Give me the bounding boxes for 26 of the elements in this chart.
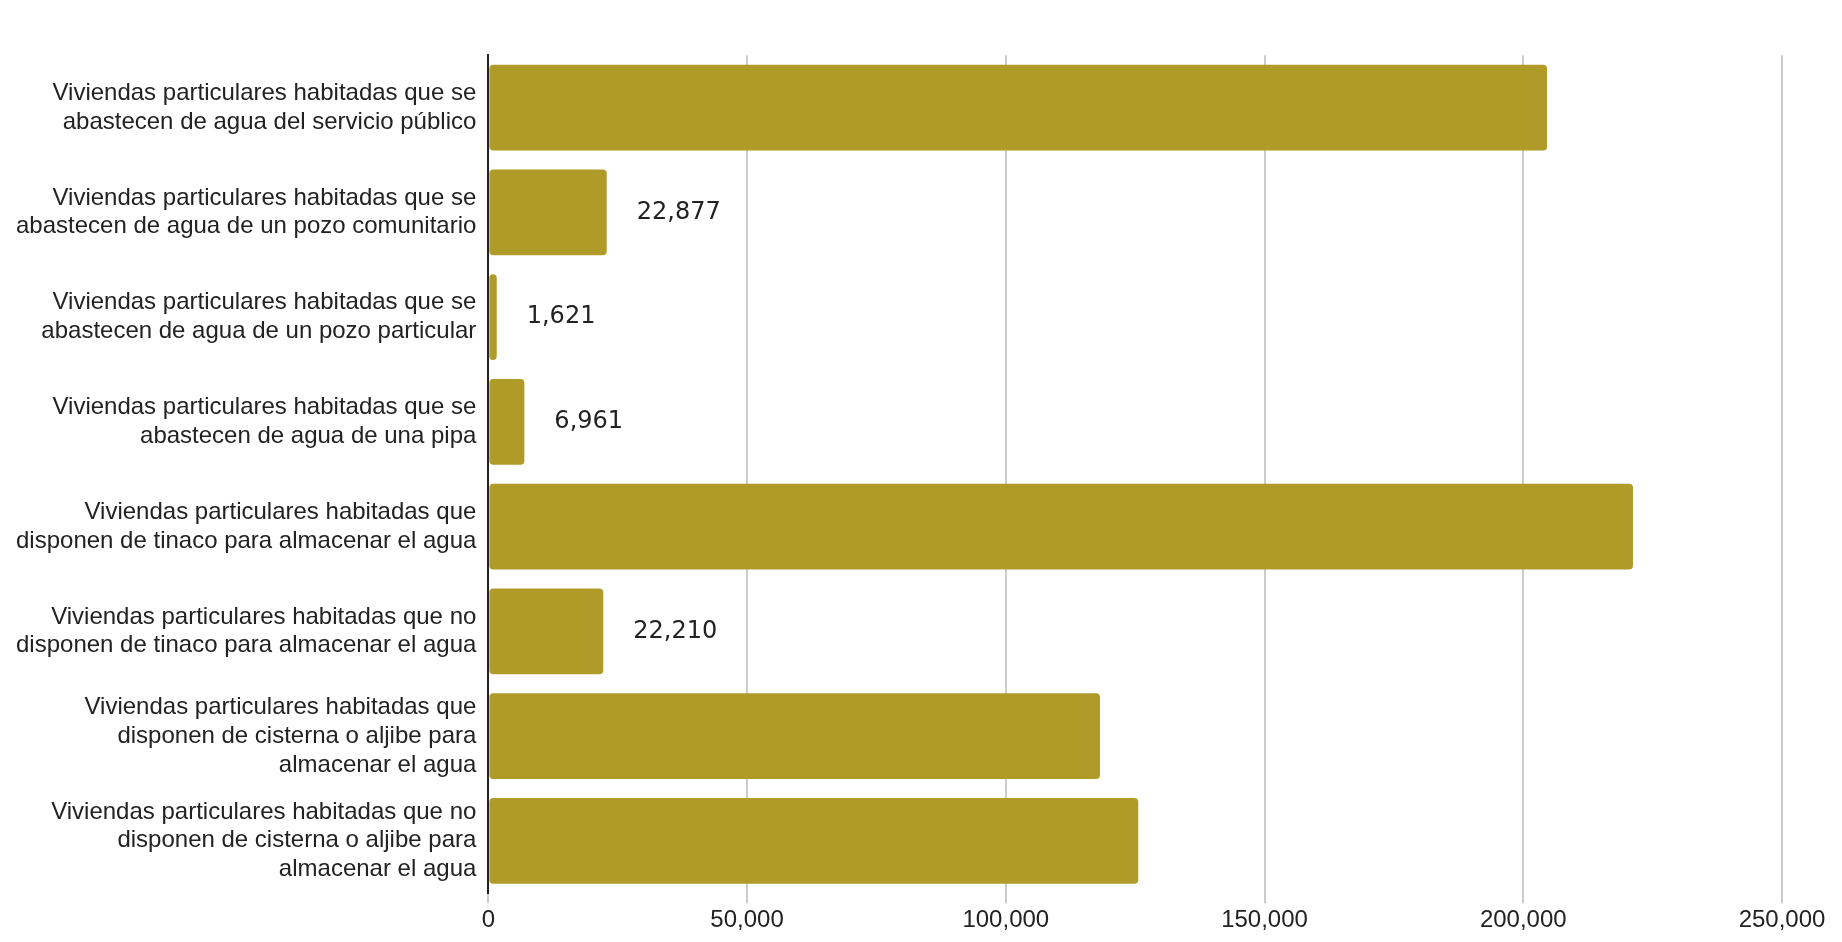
x-tick-label: 50,000 (710, 905, 784, 933)
y-tick-label: Viviendas particulares habitadas que se abastecen de agua de un pozo particular (41, 287, 477, 344)
y-tick-label: Viviendas particulares habitadas que se abastecen de agua de un pozo comunitario (15, 182, 477, 239)
x-tick-label: 150,000 (1221, 905, 1308, 933)
bar (489, 274, 497, 361)
x-tick-label: 250,000 (1738, 905, 1826, 933)
y-tick-label: Viviendas particulares habitadas que disponen de cisterna o aljibe para almacenar el agua (84, 691, 477, 777)
x-tick-label: 200,000 (1479, 905, 1567, 933)
data-label: 1,621 (526, 301, 596, 330)
y-tick-label: Viviendas particulares habitadas que disponen de tinaco para almacenar el agua (16, 496, 477, 553)
y-tick-label: Viviendas particulares habitadas que se abastecen de agua del servicio público (52, 77, 477, 134)
bar (489, 588, 604, 675)
x-tick-label: 0 (481, 905, 496, 933)
data-label: 22,877 (636, 196, 721, 225)
data-label: 6,961 (554, 406, 624, 435)
bar (489, 169, 607, 256)
y-tick-label: Viviendas particulares habitadas que no disponen de cisterna o aljibe para almacenar el agua (51, 796, 477, 882)
bar (489, 378, 525, 465)
bar (489, 693, 1100, 780)
bar (489, 64, 1548, 151)
bar (489, 797, 1139, 884)
y-tick-label: Viviendas particulares habitadas que se abastecen de agua de una pipa (52, 392, 477, 448)
x-tick-label: 100,000 (962, 905, 1050, 933)
data-label: 22,210 (633, 615, 718, 644)
y-tick-label: Viviendas particulares habitadas que no disponen de tinaco para almacenar el agua (16, 601, 477, 658)
bar (489, 483, 1633, 570)
